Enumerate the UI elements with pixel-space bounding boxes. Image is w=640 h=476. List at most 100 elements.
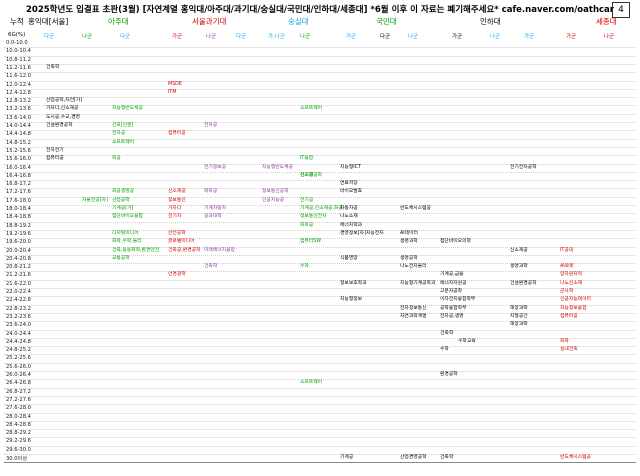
row-divider bbox=[4, 437, 636, 439]
row-divider bbox=[4, 346, 636, 348]
dept-entry: 소프트웨어 bbox=[112, 139, 135, 145]
row-divider bbox=[4, 412, 636, 414]
row-divider bbox=[4, 337, 636, 339]
uni-header-hongik: 홍익대[서울] bbox=[28, 17, 69, 26]
dept-entry: 전자전기 bbox=[46, 147, 64, 153]
dept-entry: 자율전공[자] bbox=[82, 197, 108, 203]
row-label: 18.4-18.8 bbox=[6, 214, 31, 221]
row-divider bbox=[4, 321, 636, 323]
dept-entry: 건설환경공학 bbox=[46, 123, 73, 128]
dept-entry: 반도체시스템공 bbox=[560, 455, 591, 460]
dept-entry: 나노신소재 bbox=[560, 280, 583, 286]
dept-entry: 해양과학 bbox=[510, 305, 528, 311]
row-label: 18.8-19.2 bbox=[6, 222, 31, 229]
dept-entry: IT융합 bbox=[300, 156, 314, 162]
dept-entry: 전기전자공학 bbox=[510, 164, 537, 170]
row-divider bbox=[4, 72, 636, 74]
dept-entry: 공과대학 bbox=[204, 214, 222, 220]
row-divider bbox=[4, 171, 636, 173]
dept-entry: 반도체시스템공 bbox=[400, 206, 431, 211]
dept-entry: 정보통신 bbox=[168, 197, 186, 203]
dept-entry: 화학 bbox=[560, 338, 569, 344]
row-label: 0.0-10.0 bbox=[6, 40, 28, 46]
row-divider bbox=[4, 445, 636, 447]
row-divider bbox=[4, 188, 636, 190]
row-label: 24.4-24.8 bbox=[6, 338, 31, 345]
row-label: 22.0-22.4 bbox=[6, 289, 31, 295]
row-label: 15.6-16.0 bbox=[6, 156, 31, 163]
row-divider bbox=[4, 88, 636, 90]
row-label: 14.0-14.4 bbox=[6, 123, 31, 129]
row-divider bbox=[4, 55, 636, 57]
subheader-cell: 가군 bbox=[172, 34, 183, 40]
dept-entry: 정보통신공학 bbox=[262, 189, 289, 195]
subheader-cell: 6G(%) bbox=[8, 32, 26, 38]
dept-entry: 건축학 bbox=[46, 64, 60, 70]
dept-entry: 도시공,수교,경영 bbox=[46, 114, 80, 120]
dept-entry: 건설환경공학 bbox=[510, 280, 537, 286]
row-divider bbox=[4, 205, 636, 206]
dept-entry: 화공생명공 bbox=[112, 189, 135, 195]
uni-header-inha: 인하대 bbox=[480, 17, 501, 26]
row-label: 23.6-24.0 bbox=[6, 322, 31, 329]
dept-entry: 안전공학 bbox=[168, 230, 186, 236]
row-divider bbox=[4, 180, 636, 182]
dept-entry: 신소재공 bbox=[510, 247, 528, 253]
row-divider bbox=[4, 155, 636, 157]
row-divider bbox=[4, 271, 636, 273]
dept-entry: 생명과학 bbox=[510, 264, 528, 270]
dept-entry: 전자공,생명 bbox=[440, 313, 464, 319]
dept-entry: 경영정보[자] bbox=[340, 230, 366, 236]
dept-entry: 생명과학 bbox=[400, 239, 418, 245]
dept-entry: 자연과학계열 bbox=[400, 313, 427, 319]
dept-entry: 컴퓨터SW bbox=[300, 239, 322, 245]
row-divider bbox=[4, 254, 636, 256]
dept-entry: 전기자 bbox=[168, 214, 182, 220]
dept-entry: 교통공학 bbox=[112, 255, 130, 261]
dept-entry: 전자정보통신 bbox=[400, 305, 427, 311]
subheader-cell: 가군 bbox=[346, 34, 357, 40]
row-label: 14.4-14.8 bbox=[6, 131, 31, 138]
dept-entry: 기계자동차 bbox=[204, 206, 227, 211]
dept-entry: 가자다 bbox=[168, 206, 182, 211]
row-label: 20.8-21.2 bbox=[6, 264, 31, 271]
row-divider bbox=[4, 395, 636, 397]
row-divider bbox=[4, 304, 636, 306]
row-label: 29.6-30.0 bbox=[6, 446, 31, 453]
dept-entry: 나노전자물리 bbox=[400, 264, 427, 270]
subheader-cell: 나군 bbox=[490, 34, 501, 40]
dept-entry: 화학,수학,물리 bbox=[112, 239, 142, 245]
dept-entry: 산업공학 bbox=[112, 197, 130, 203]
row-divider bbox=[4, 63, 636, 65]
dept-entry: 전기정보공 bbox=[204, 164, 227, 170]
dept-entry: 지능형정보 bbox=[340, 297, 363, 303]
subheader-cell: 나군 bbox=[300, 34, 311, 40]
dept-entry: 안경광학 bbox=[168, 272, 186, 278]
dept-entry: 가자다,신소재공 bbox=[46, 106, 79, 112]
dept-entry: 지능형반도체공 bbox=[112, 106, 143, 112]
dept-entry: 연료저장 bbox=[340, 181, 358, 187]
dept-entry: 지능형반도체공 bbox=[262, 164, 293, 170]
dept-entry: 기계공,신소재공,화공 bbox=[300, 206, 343, 211]
dept-entry: 산업경영공학 bbox=[400, 455, 427, 460]
row-label: 24.0-24.4 bbox=[6, 330, 31, 337]
row-divider bbox=[4, 122, 636, 123]
dept-entry: 수학 bbox=[300, 264, 309, 270]
dept-entry: 첨단바이오의학 bbox=[440, 239, 471, 245]
dept-entry: 첨단바이오융합 bbox=[112, 214, 143, 220]
dept-entry: 자동차공 bbox=[340, 206, 358, 211]
dept-entry: 전기공 bbox=[300, 172, 314, 178]
row-label: 16.0-16.4 bbox=[6, 164, 31, 171]
row-label: 24.8-25.2 bbox=[6, 347, 31, 354]
dept-entry: 실내건축 bbox=[560, 347, 578, 353]
subheader-cell: 가군 bbox=[566, 34, 577, 40]
dept-entry: 생명공학 bbox=[400, 255, 418, 261]
dept-entry: 인공지능공 bbox=[262, 197, 285, 203]
dept-entry: 신소재공 bbox=[168, 189, 186, 195]
dept-entry: 화학공 bbox=[204, 189, 218, 195]
row-divider bbox=[4, 105, 636, 107]
dept-entry: 수학 bbox=[440, 347, 449, 353]
row-label: 22.4-22.8 bbox=[6, 297, 31, 304]
uni-header-ajou: 아주대 bbox=[108, 17, 129, 26]
